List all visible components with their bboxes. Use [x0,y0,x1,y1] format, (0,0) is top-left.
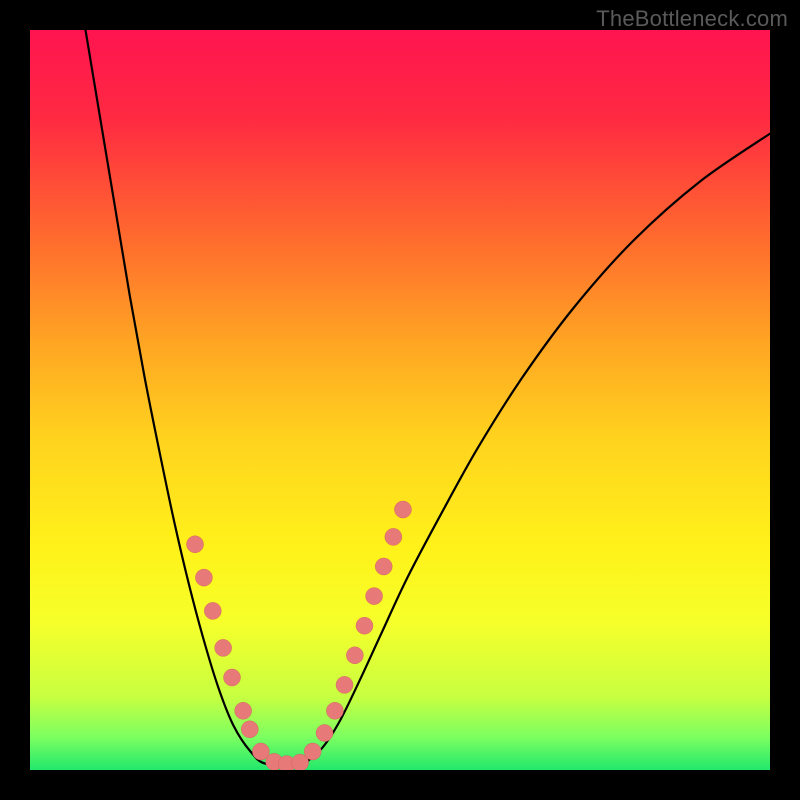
plot-area [30,30,770,770]
marker-point [346,647,363,664]
marker-point [326,702,343,719]
marker-point [235,702,252,719]
marker-point [204,602,221,619]
marker-point [215,639,232,656]
outer-frame: TheBottleneck.com [0,0,800,800]
marker-point [195,569,212,586]
marker-point [385,528,402,545]
marker-point [224,669,241,686]
marker-point [241,721,258,738]
bottleneck-chart [30,30,770,770]
marker-point [356,617,373,634]
marker-point [316,725,333,742]
marker-point [375,558,392,575]
marker-point [336,676,353,693]
marker-point [304,743,321,760]
marker-point [187,536,204,553]
watermark-text: TheBottleneck.com [596,6,788,32]
marker-point [366,588,383,605]
chart-background [30,30,770,770]
marker-point [394,501,411,518]
